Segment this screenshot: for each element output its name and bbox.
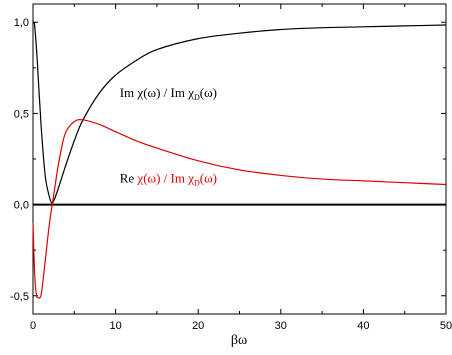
x-tick-label: 0 — [30, 320, 36, 332]
annotation-im-prefix: Im — [120, 85, 138, 100]
x-tick-label: 50 — [440, 320, 452, 332]
x-tick-labels: 0 10 20 30 40 50 — [30, 320, 452, 332]
annotation-re-sub: D — [194, 179, 200, 188]
annotation-im-tail: (ω) — [200, 85, 217, 100]
annotation-re-main: χ(ω) / Im χ — [136, 171, 194, 186]
x-tick-label: 20 — [192, 320, 204, 332]
x-tick-label: 30 — [275, 320, 287, 332]
plot-frame — [32, 3, 447, 315]
x-tick-label: 40 — [357, 320, 369, 332]
annotation-re-prefix: Re — [120, 171, 138, 186]
annotation-re-tail: (ω) — [200, 171, 217, 186]
annotation-im-main: χ(ω) / Im χ — [136, 85, 194, 100]
x-tick-label: 10 — [109, 320, 121, 332]
x-axis-label: βω — [231, 333, 247, 348]
annotation-im-sub: D — [194, 93, 200, 102]
y-tick-labels: -0,5 0,0 0,5 1,0 — [10, 17, 29, 303]
annotation-im: Im χ(ω) / Im χD(ω) — [120, 85, 217, 102]
y-tick-label: 0,5 — [14, 108, 29, 120]
y-tick-label: -0,5 — [10, 291, 29, 303]
y-tick-label: 0,0 — [14, 200, 29, 212]
series-group — [32, 21, 447, 299]
im-ratio-curve — [32, 21, 447, 204]
re-ratio-curve — [32, 119, 447, 299]
y-tick-label: 1,0 — [14, 17, 29, 29]
axis-ticks — [32, 4, 447, 314]
annotation-re: Re χ(ω) / Im χD(ω) — [120, 171, 217, 188]
